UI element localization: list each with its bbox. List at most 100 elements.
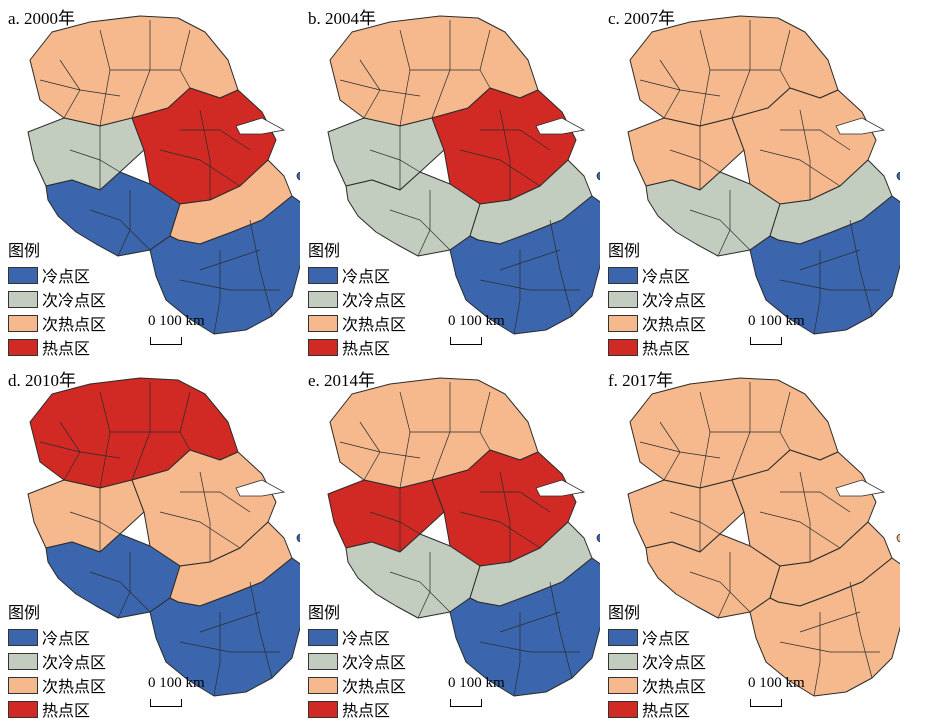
map-panel-2000: a. 2000年 图例 冷点区 次冷点区 次热点区 热点区 0 100 km bbox=[0, 0, 300, 358]
county-boundary bbox=[779, 279, 880, 291]
scale-bar: 0 100 km bbox=[746, 313, 816, 353]
map-region-south bbox=[449, 195, 600, 335]
county-boundary bbox=[249, 219, 273, 317]
legend: 图例 冷点区 次冷点区 次热点区 热点区 bbox=[308, 604, 406, 721]
legend-swatch bbox=[8, 266, 38, 284]
panel-title: c. 2007年 bbox=[608, 9, 676, 28]
scale-bar-line bbox=[750, 337, 782, 345]
legend-swatch bbox=[308, 266, 338, 284]
panel-title: f. 2017年 bbox=[608, 371, 674, 390]
legend-swatch bbox=[608, 290, 638, 308]
legend-title: 图例 bbox=[608, 243, 641, 260]
county-boundary bbox=[779, 641, 880, 653]
legend: 图例 冷点区 次冷点区 次热点区 热点区 bbox=[608, 242, 706, 359]
county-boundary bbox=[799, 249, 861, 271]
scale-bar: 0 100 km bbox=[146, 675, 216, 715]
island bbox=[896, 171, 900, 181]
scale-label: 0 100 km bbox=[148, 675, 205, 691]
legend-swatch bbox=[8, 628, 38, 646]
county-boundary bbox=[513, 250, 521, 335]
county-boundary bbox=[179, 641, 280, 653]
legend: 图例 冷点区 次冷点区 次热点区 热点区 bbox=[608, 604, 706, 721]
county-boundary bbox=[499, 611, 561, 633]
river-estuary bbox=[835, 117, 886, 135]
legend-title: 图例 bbox=[8, 605, 41, 622]
scale-bar-line bbox=[150, 337, 182, 345]
legend-label: 冷点区 bbox=[342, 269, 391, 286]
scale-bar: 0 100 km bbox=[746, 675, 816, 715]
county-boundary bbox=[479, 641, 580, 653]
legend-swatch bbox=[8, 314, 38, 332]
legend-item-hot: 热点区 bbox=[308, 697, 406, 721]
county-boundary bbox=[417, 552, 431, 619]
legend-title: 图例 bbox=[308, 605, 341, 622]
legend: 图例 冷点区 次冷点区 次热点区 热点区 bbox=[8, 242, 106, 359]
scale-label: 0 100 km bbox=[448, 675, 505, 691]
legend-item-hot: 热点区 bbox=[8, 335, 106, 359]
county-boundary bbox=[799, 471, 811, 562]
legend-item-subhot: 次热点区 bbox=[608, 311, 706, 335]
county-boundary bbox=[339, 441, 421, 459]
legend-swatch bbox=[308, 628, 338, 646]
legend-item-subcold: 次冷点区 bbox=[8, 649, 106, 673]
legend-swatch bbox=[8, 676, 38, 694]
legend-item-subhot: 次热点区 bbox=[308, 673, 406, 697]
county-boundary bbox=[199, 471, 211, 562]
legend-swatch bbox=[308, 652, 338, 670]
county-boundary bbox=[117, 190, 131, 257]
legend-swatch bbox=[608, 314, 638, 332]
choropleth-map bbox=[627, 15, 900, 335]
county-boundary bbox=[417, 190, 431, 257]
county-boundary bbox=[199, 109, 211, 200]
scale-label: 0 100 km bbox=[748, 675, 805, 691]
legend-label: 次冷点区 bbox=[42, 293, 107, 310]
legend-label: 冷点区 bbox=[42, 269, 91, 286]
legend-label: 热点区 bbox=[42, 341, 91, 358]
choropleth-map bbox=[27, 15, 300, 335]
county-boundary bbox=[799, 109, 811, 200]
legend-item-cold: 冷点区 bbox=[308, 263, 406, 287]
legend-title: 图例 bbox=[8, 243, 41, 260]
legend-item-subhot: 次热点区 bbox=[8, 311, 106, 335]
legend-item-subhot: 次热点区 bbox=[308, 311, 406, 335]
scale-bar-line bbox=[150, 699, 182, 707]
county-boundary bbox=[780, 129, 851, 151]
county-boundary bbox=[159, 511, 241, 549]
county-boundary bbox=[159, 149, 241, 187]
legend-label: 冷点区 bbox=[642, 269, 691, 286]
county-boundary bbox=[39, 79, 121, 97]
legend-title: 图例 bbox=[608, 605, 641, 622]
county-boundary bbox=[639, 79, 721, 97]
county-boundary bbox=[689, 209, 751, 251]
county-boundary bbox=[499, 471, 511, 562]
legend-label: 次热点区 bbox=[42, 317, 107, 334]
scale-bar: 0 100 km bbox=[446, 313, 516, 353]
legend-label: 热点区 bbox=[642, 341, 691, 358]
map-panel-2010: d. 2010年 图例 冷点区 次冷点区 次热点区 热点区 0 100 km bbox=[0, 362, 300, 720]
legend-label: 次热点区 bbox=[42, 679, 107, 696]
legend-swatch bbox=[608, 266, 638, 284]
legend-label: 热点区 bbox=[342, 703, 391, 720]
river-estuary bbox=[835, 479, 886, 497]
map-panel-2007: c. 2007年 图例 冷点区 次冷点区 次热点区 热点区 0 100 km bbox=[600, 0, 900, 358]
county-boundary bbox=[513, 612, 521, 697]
map-region-south bbox=[449, 557, 600, 697]
county-boundary bbox=[480, 491, 551, 513]
legend-label: 次冷点区 bbox=[642, 293, 707, 310]
map-region-south bbox=[149, 557, 300, 697]
legend-swatch bbox=[608, 652, 638, 670]
legend-title: 图例 bbox=[308, 243, 341, 260]
legend-item-hot: 热点区 bbox=[8, 697, 106, 721]
island bbox=[296, 171, 300, 181]
legend-swatch bbox=[308, 676, 338, 694]
county-boundary bbox=[813, 250, 821, 335]
panel-title: a. 2000年 bbox=[8, 9, 76, 28]
county-boundary bbox=[39, 441, 121, 459]
map-region-south bbox=[149, 195, 300, 335]
county-boundary bbox=[339, 79, 421, 97]
county-boundary bbox=[689, 571, 751, 613]
legend-item-cold: 冷点区 bbox=[308, 625, 406, 649]
river-estuary bbox=[535, 479, 586, 497]
legend-item-cold: 冷点区 bbox=[608, 625, 706, 649]
county-boundary bbox=[499, 109, 511, 200]
